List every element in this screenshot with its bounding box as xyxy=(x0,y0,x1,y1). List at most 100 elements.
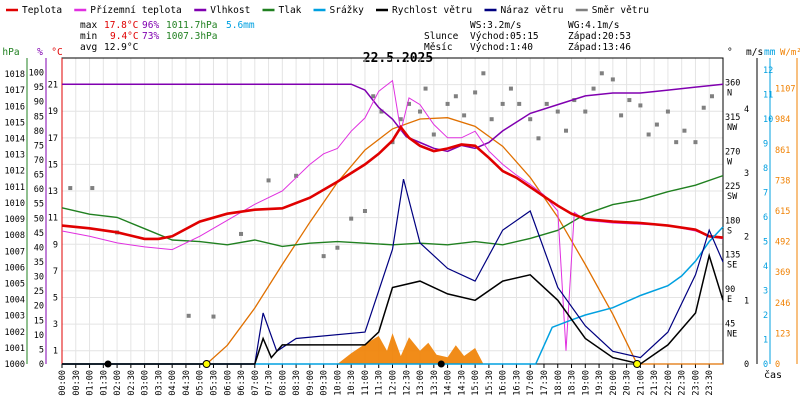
ms-tick: 2 xyxy=(744,233,749,243)
x-tick-label: 14:00 xyxy=(444,370,454,396)
stat-avg-temp: 12.9°C xyxy=(104,42,138,53)
x-tick-label: 20:00 xyxy=(609,370,619,396)
wind-direction-point xyxy=(610,77,615,82)
x-tick-label: 08:30 xyxy=(292,370,302,396)
stat-max-temp: 17.8°C xyxy=(104,20,138,31)
x-tick-label: 17:30 xyxy=(540,370,550,396)
percent-axis-tick: 15 xyxy=(34,316,44,326)
stat-max-label: max xyxy=(80,20,97,31)
degree-tick: 270 xyxy=(725,147,740,157)
sun-rise-marker xyxy=(202,360,211,368)
x-tick-label: 14:30 xyxy=(457,370,467,396)
x-tick-label: 18:00 xyxy=(554,370,564,396)
percent-axis-tick: 95 xyxy=(34,83,44,93)
wm2-tick: 246 xyxy=(775,299,790,309)
x-tick-label: 21:00 xyxy=(636,370,646,396)
compass-label: N xyxy=(727,89,732,99)
wind-direction-point xyxy=(335,245,340,250)
percent-axis-tick: 55 xyxy=(34,200,44,210)
x-tick-label: 11:00 xyxy=(361,370,371,396)
degree-tick: 135 xyxy=(725,251,740,261)
wind-direction-point xyxy=(294,173,299,178)
wind-direction-point xyxy=(398,117,403,122)
legend-label-2: Vlhkost xyxy=(210,5,250,16)
x-tick-label: 00:30 xyxy=(72,370,82,396)
hpa-axis-tick: 1003 xyxy=(5,312,25,322)
wind-direction-point xyxy=(599,71,604,76)
hpa-axis-tick: 1017 xyxy=(5,86,25,96)
legend-label-6: Náraz větru xyxy=(501,5,564,16)
wind-direction-point xyxy=(321,254,326,259)
x-tick-label: 16:30 xyxy=(512,370,522,396)
wind-direction-point xyxy=(517,101,522,106)
hpa-axis-tick: 1006 xyxy=(5,263,25,273)
wind-direction-point xyxy=(638,103,643,108)
percent-axis-tick: 35 xyxy=(34,258,44,268)
percent-axis-tick: 5 xyxy=(39,345,44,355)
x-tick-label: 05:30 xyxy=(209,370,219,396)
x-tick-label: 10:30 xyxy=(347,370,357,396)
wind-direction-point xyxy=(508,86,513,91)
hpa-axis-tick: 1010 xyxy=(5,199,25,209)
wind-direction-point xyxy=(68,186,73,191)
wind-direction-point xyxy=(445,101,450,106)
degree-tick: 315 xyxy=(725,113,740,123)
hpa-axis-tick: 1011 xyxy=(5,183,25,193)
x-tick-label: 01:30 xyxy=(99,370,109,396)
compass-label: E xyxy=(727,295,732,305)
mm-axis-title: mm xyxy=(764,47,776,58)
wind-direction-point xyxy=(709,94,714,99)
stat-min-temp: 9.4°C xyxy=(110,31,139,42)
wind-direction-point xyxy=(407,101,412,106)
x-tick-label: 15:30 xyxy=(485,370,495,396)
mm-tick: 0 xyxy=(763,360,768,370)
x-tick-label: 04:00 xyxy=(168,370,178,396)
percent-axis-tick: 85 xyxy=(34,112,44,122)
wind-direction-point xyxy=(544,101,549,106)
x-tick-label: 22:30 xyxy=(678,370,688,396)
hpa-axis-tick: 1002 xyxy=(5,328,25,338)
legend-label-3: Tlak xyxy=(279,5,302,16)
x-tick-label: 18:30 xyxy=(568,370,578,396)
stat-max-rain: 5.6mm xyxy=(226,20,255,31)
percent-axis-tick: 50 xyxy=(34,214,44,224)
sun-set-marker xyxy=(633,360,642,368)
degree-tick: 45 xyxy=(725,320,735,330)
x-tick-label: 16:00 xyxy=(499,370,509,396)
compass-label: SE xyxy=(727,261,737,271)
pressure-line xyxy=(61,174,724,248)
hpa-axis-tick: 1000 xyxy=(5,360,25,370)
hpa-axis-tick: 1014 xyxy=(5,135,25,145)
stats-block: max 17.8°C 96% 1011.7hPa 5.6mm min 9.4°C… xyxy=(80,20,631,53)
wind-direction-point xyxy=(564,128,569,133)
percent-axis-tick: 0 xyxy=(39,360,44,370)
celsius-axis-tick: 13 xyxy=(48,187,58,197)
x-tick-label: 07:00 xyxy=(251,370,261,396)
hpa-axis-tick: 1018 xyxy=(5,70,25,80)
x-tick-label: 19:30 xyxy=(595,370,605,396)
celsius-axis-tick: 1 xyxy=(53,347,58,357)
wind-direction-point xyxy=(379,109,384,114)
wind-direction-point xyxy=(528,117,533,122)
x-tick-label: 21:30 xyxy=(650,370,660,396)
stat-ws: WS:3.2m/s xyxy=(470,20,521,31)
wind-direction-point xyxy=(186,313,191,318)
x-tick-label: 13:00 xyxy=(416,370,426,396)
wind-direction-point xyxy=(665,109,670,114)
celsius-axis-tick: 9 xyxy=(53,240,58,250)
mm-tick: 11 xyxy=(763,91,773,101)
x-tick-label: 02:30 xyxy=(127,370,137,396)
stat-min-press: 1007.3hPa xyxy=(166,31,217,42)
degree-tick: 90 xyxy=(725,285,735,295)
wind-speed-line xyxy=(62,252,724,365)
percent-axis-tick: 40 xyxy=(34,243,44,253)
hpa-axis-tick: 1004 xyxy=(5,296,25,306)
wind-direction-point xyxy=(701,105,706,110)
x-tick-label: 19:00 xyxy=(581,370,591,396)
x-tick-label: 01:00 xyxy=(86,370,96,396)
wm2-axis-title: W/m² xyxy=(780,48,800,58)
mm-tick: 4 xyxy=(763,262,768,272)
legend-label-5: Rychlost větru xyxy=(392,5,472,16)
x-tick-label: 04:30 xyxy=(182,370,192,396)
humidity-line xyxy=(62,83,724,153)
